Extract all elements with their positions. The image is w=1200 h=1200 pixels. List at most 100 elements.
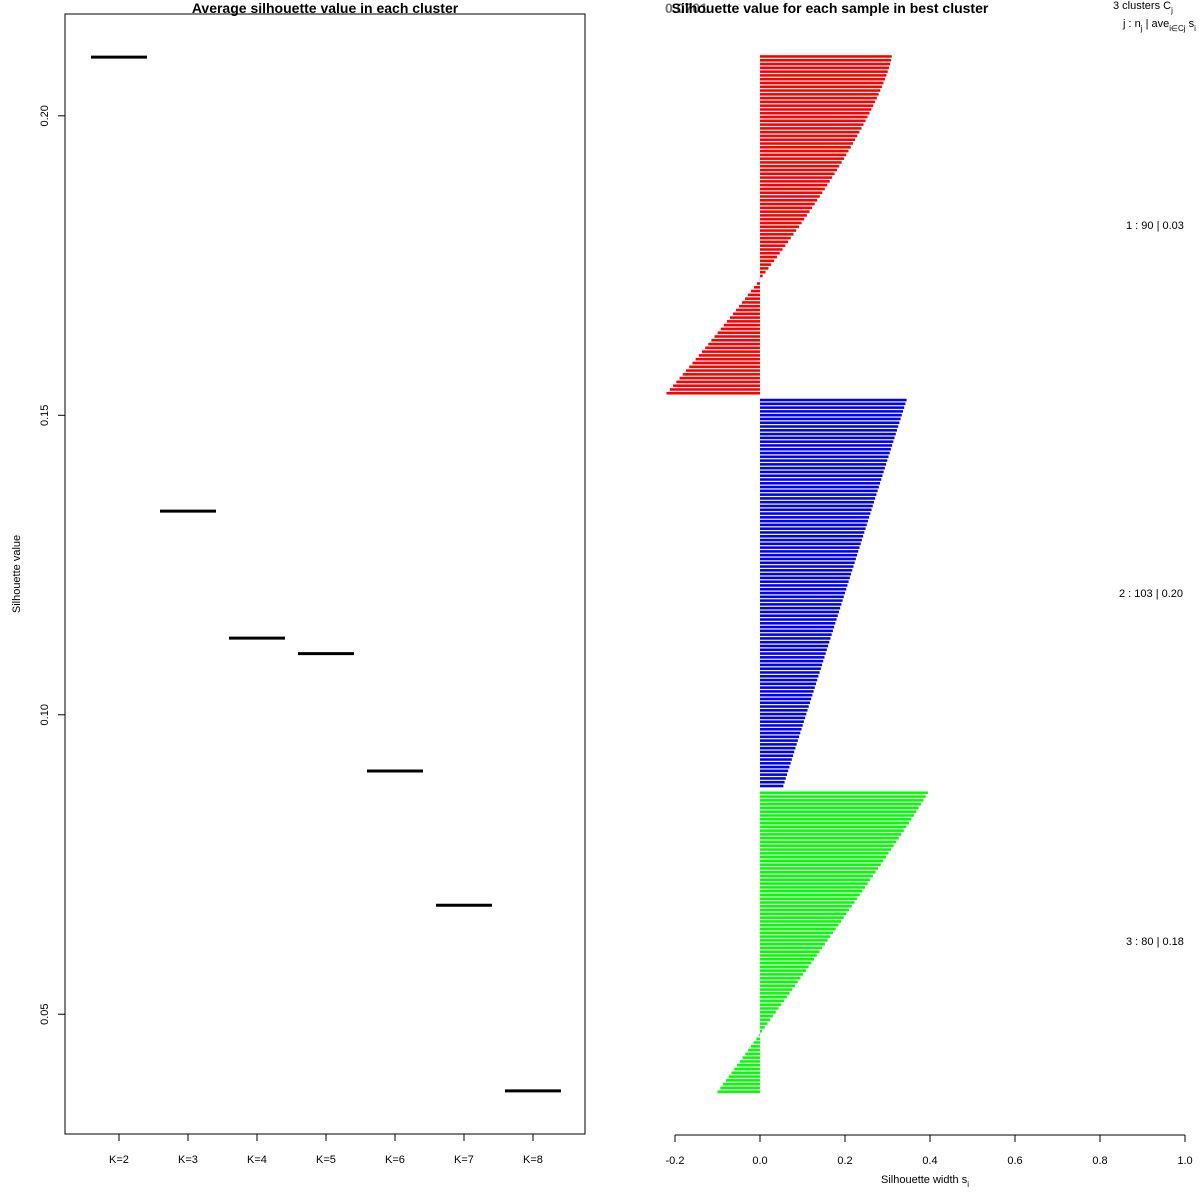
silhouette-bar-cluster-2 bbox=[760, 489, 878, 493]
left-chart-title: Average silhouette value in each cluster bbox=[192, 0, 459, 16]
silhouette-bar-cluster-1 bbox=[760, 153, 847, 157]
silhouette-bar-cluster-3 bbox=[760, 795, 926, 798]
silhouette-bar-cluster-1 bbox=[753, 286, 760, 289]
silhouette-bar-cluster-3 bbox=[725, 1079, 760, 1082]
left-x-ticks: K=2 K=3 K=4 K=5 K=6 K=7 K=8 bbox=[109, 1134, 543, 1166]
silhouette-bar-cluster-1 bbox=[679, 376, 760, 380]
silhouette-bar-cluster-3 bbox=[760, 908, 850, 912]
silhouette-bar-cluster-1 bbox=[760, 119, 866, 123]
silhouette-bar-cluster-3 bbox=[760, 867, 879, 870]
silhouette-bar-cluster-3 bbox=[760, 942, 825, 946]
silhouette-bar-cluster-3 bbox=[760, 980, 798, 984]
silhouette-bar-cluster-3 bbox=[760, 1022, 768, 1025]
silhouette-bar-cluster-3 bbox=[760, 976, 801, 980]
left-y-tick-label: 0.05 bbox=[39, 1004, 51, 1025]
silhouette-bar-cluster-1 bbox=[760, 229, 797, 232]
silhouette-bar-cluster-3 bbox=[748, 1048, 760, 1052]
right-x-tick-label: 0.2 bbox=[837, 1155, 852, 1167]
silhouette-bar-cluster-2 bbox=[760, 750, 795, 754]
silhouette-bar-cluster-2 bbox=[760, 474, 883, 478]
left-x-tick-label: K=6 bbox=[385, 1154, 405, 1166]
silhouette-bar-cluster-3 bbox=[760, 1014, 774, 1018]
silhouette-bar-cluster-3 bbox=[760, 901, 855, 904]
left-y-tick-label: 0.20 bbox=[39, 105, 51, 126]
silhouette-bar-cluster-2 bbox=[760, 429, 897, 432]
silhouette-bar-cluster-3 bbox=[753, 1041, 760, 1044]
silhouette-bar-cluster-1 bbox=[689, 365, 760, 369]
silhouette-bar-cluster-1 bbox=[760, 168, 837, 172]
silhouette-bars bbox=[666, 55, 928, 1093]
silhouette-bar-cluster-3 bbox=[760, 931, 834, 935]
silhouette-bar-cluster-1 bbox=[760, 89, 881, 92]
silhouette-bar-cluster-3 bbox=[760, 840, 897, 844]
silhouette-bar-cluster-1 bbox=[760, 198, 818, 202]
silhouette-bar-cluster-2 bbox=[760, 534, 864, 538]
silhouette-bar-cluster-3 bbox=[760, 821, 909, 825]
silhouette-bar-cluster-2 bbox=[760, 516, 870, 519]
silhouette-bar-cluster-1 bbox=[717, 331, 760, 335]
silhouette-bar-cluster-1 bbox=[760, 96, 877, 100]
silhouette-bar-cluster-1 bbox=[760, 233, 794, 236]
overlay-average-label: 0.0701 bbox=[665, 0, 708, 16]
left-panel: Average silhouette value in each cluster… bbox=[11, 0, 586, 1166]
silhouette-bar-cluster-3 bbox=[760, 870, 876, 874]
silhouette-bar-cluster-2 bbox=[760, 546, 860, 549]
silhouette-bar-cluster-1 bbox=[723, 323, 760, 327]
silhouette-bar-cluster-3 bbox=[760, 1010, 776, 1014]
silhouette-bar-cluster-3 bbox=[760, 927, 836, 931]
silhouette-bar-cluster-1 bbox=[760, 236, 791, 240]
silhouette-bar-cluster-3 bbox=[760, 848, 892, 851]
left-x-tick-label: K=8 bbox=[523, 1154, 543, 1166]
silhouette-bar-cluster-1 bbox=[676, 380, 760, 384]
silhouette-bar-cluster-1 bbox=[760, 251, 780, 255]
silhouette-bar-cluster-2 bbox=[760, 656, 825, 659]
silhouette-bar-cluster-2 bbox=[760, 693, 813, 697]
silhouette-bar-cluster-2 bbox=[760, 735, 800, 739]
silhouette-bar-cluster-2 bbox=[760, 553, 858, 557]
silhouette-bar-cluster-2 bbox=[760, 727, 802, 731]
silhouette-bar-cluster-3 bbox=[760, 920, 842, 923]
silhouette-bar-cluster-3 bbox=[760, 814, 914, 817]
silhouette-bar-cluster-1 bbox=[760, 248, 783, 251]
silhouette-bar-cluster-1 bbox=[720, 327, 760, 331]
silhouette-bar-cluster-2 bbox=[760, 432, 896, 436]
silhouette-bar-cluster-3 bbox=[760, 912, 847, 916]
silhouette-bar-cluster-3 bbox=[739, 1060, 760, 1063]
silhouette-bar-cluster-1 bbox=[760, 127, 862, 130]
silhouette-bar-cluster-3 bbox=[760, 806, 919, 810]
silhouette-bar-cluster-3 bbox=[760, 957, 815, 961]
silhouette-bar-cluster-1 bbox=[673, 384, 760, 387]
right-x-tick-label: 1.0 bbox=[1177, 1155, 1192, 1167]
silhouette-bar-cluster-2 bbox=[760, 447, 891, 451]
silhouette-bar-cluster-1 bbox=[760, 74, 887, 77]
silhouette-bar-cluster-1 bbox=[745, 297, 760, 300]
silhouette-bar-cluster-3 bbox=[760, 829, 904, 832]
silhouette-bar-cluster-2 bbox=[760, 746, 796, 750]
silhouette-bar-cluster-1 bbox=[760, 93, 879, 96]
silhouette-bar-cluster-1 bbox=[760, 149, 849, 153]
silhouette-bar-cluster-3 bbox=[760, 950, 820, 953]
silhouette-bar-cluster-2 bbox=[760, 773, 787, 776]
silhouette-bar-cluster-3 bbox=[760, 817, 912, 821]
silhouette-bar-cluster-1 bbox=[760, 191, 823, 195]
silhouette-bar-cluster-2 bbox=[760, 712, 807, 716]
silhouette-bar-cluster-2 bbox=[760, 720, 804, 723]
silhouette-bar-cluster-1 bbox=[760, 55, 892, 58]
silhouette-bar-cluster-2 bbox=[760, 709, 808, 712]
silhouette-bar-cluster-2 bbox=[760, 561, 855, 565]
silhouette-bar-cluster-2 bbox=[760, 497, 876, 500]
silhouette-bar-cluster-1 bbox=[760, 180, 830, 183]
silhouette-bar-cluster-3 bbox=[760, 833, 902, 836]
silhouette-bar-cluster-2 bbox=[760, 417, 901, 421]
silhouette-bar-cluster-3 bbox=[760, 886, 866, 889]
silhouette-bar-cluster-3 bbox=[760, 810, 917, 813]
silhouette-bar-cluster-1 bbox=[760, 138, 856, 142]
silhouette-bar-cluster-3 bbox=[760, 1003, 782, 1006]
silhouette-bar-cluster-2 bbox=[760, 565, 854, 568]
silhouette-bar-cluster-2 bbox=[760, 621, 836, 625]
silhouette-bar-cluster-3 bbox=[760, 946, 823, 950]
left-x-tick-label: K=4 bbox=[247, 1154, 267, 1166]
silhouette-bar-cluster-2 bbox=[760, 777, 786, 780]
silhouette-bar-cluster-3 bbox=[760, 852, 889, 855]
